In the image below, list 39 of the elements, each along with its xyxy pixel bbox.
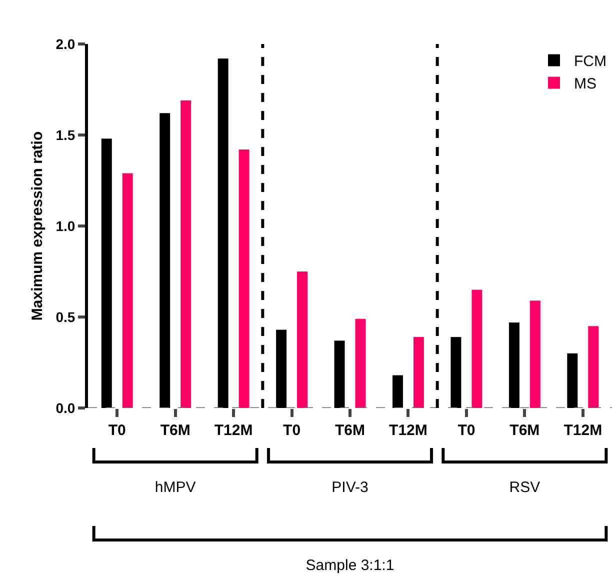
bar — [450, 337, 462, 408]
legend-label: FCM — [574, 53, 606, 70]
x-tick-label: T0 — [283, 422, 301, 439]
x-tick-label: T12M — [214, 422, 253, 439]
bar — [180, 100, 192, 408]
bar — [160, 113, 170, 408]
y-tick-label: 0.5 — [56, 308, 76, 325]
bar — [530, 300, 540, 408]
bar — [297, 272, 308, 408]
x-tick-label: T6M — [160, 422, 190, 439]
x-tick-label: T6M — [335, 422, 365, 439]
x-tick-label: T0 — [458, 422, 476, 439]
bar — [392, 375, 403, 408]
bar — [567, 353, 578, 408]
x-tick-label: T0 — [108, 422, 126, 439]
y-tick-label: 1.0 — [56, 218, 76, 234]
bar — [101, 138, 112, 408]
y-axis-title: Maximum expression ratio — [28, 131, 46, 321]
bar — [122, 173, 133, 408]
bar — [355, 318, 366, 408]
text: hMPV — [154, 479, 196, 496]
legend-label: MS — [574, 76, 596, 93]
bar — [508, 322, 520, 408]
bar — [218, 58, 228, 408]
y-tick-label: 2.0 — [56, 36, 76, 52]
x-tick-label: T6M — [510, 422, 540, 439]
bar — [588, 326, 599, 408]
text: Sample 3:1:1 — [306, 557, 394, 574]
text: PIV-3 — [332, 479, 368, 496]
x-tick-label: T12M — [564, 422, 602, 439]
bar — [413, 337, 424, 408]
bar — [238, 150, 250, 408]
y-tick-label: 1.5 — [56, 126, 76, 143]
x-tick-label: T12M — [389, 422, 428, 439]
y-tick-label: 0.0 — [56, 400, 76, 416]
bar — [276, 330, 287, 408]
text: RSV — [509, 479, 540, 496]
bar — [472, 290, 482, 408]
bar — [334, 340, 345, 408]
